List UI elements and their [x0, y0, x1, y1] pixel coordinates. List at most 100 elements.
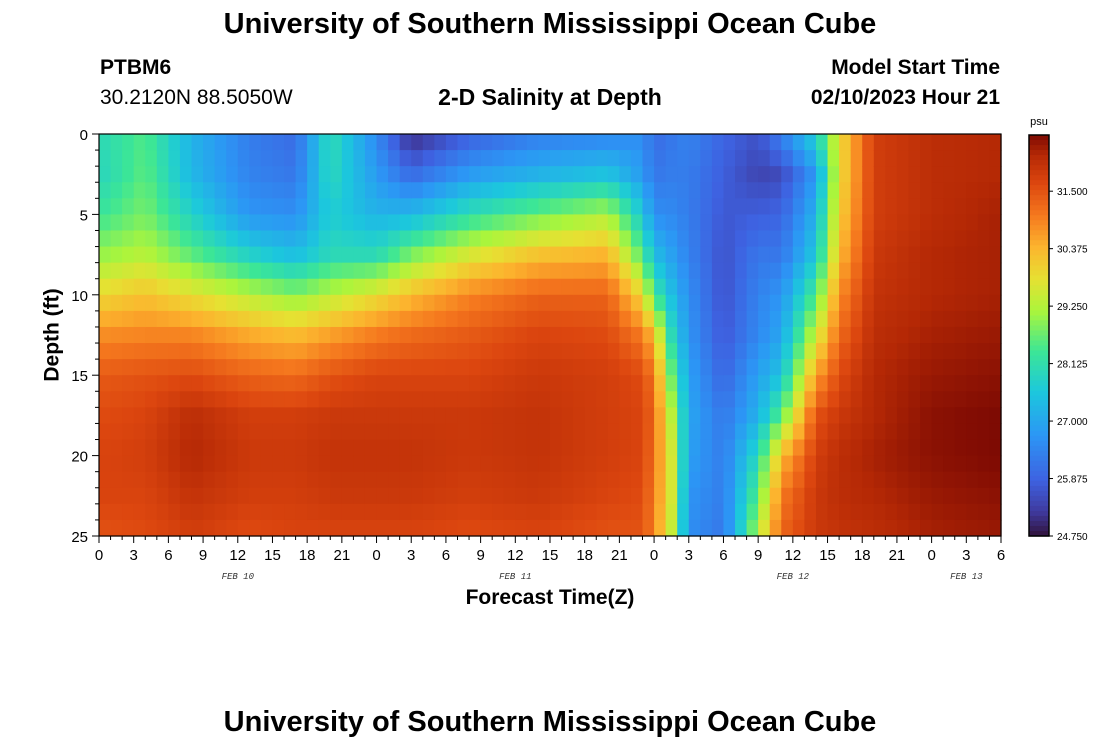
heatmap-cell	[122, 487, 135, 505]
heatmap-cell	[700, 407, 713, 425]
heatmap-cell	[885, 455, 898, 473]
x-tick-label: 12	[507, 547, 524, 564]
heatmap-cell	[711, 343, 725, 360]
heatmap-cell	[989, 471, 1002, 489]
heatmap-cell	[515, 359, 528, 376]
heatmap-cell	[700, 150, 713, 167]
heatmap-cell	[850, 214, 863, 232]
heatmap-cell	[515, 391, 528, 408]
heatmap-cell	[781, 230, 794, 248]
heatmap-cell	[827, 423, 840, 441]
heatmap-cell	[445, 198, 459, 215]
heatmap-cell	[469, 439, 482, 457]
heatmap-cell	[677, 391, 690, 408]
heatmap-cell	[920, 134, 933, 151]
heatmap-cell	[526, 471, 540, 489]
heatmap-cell	[503, 150, 516, 167]
heatmap-cell	[920, 455, 933, 473]
heatmap-cell	[804, 455, 817, 473]
heatmap-cell	[954, 134, 967, 151]
heatmap-cell	[434, 375, 447, 392]
heatmap-cell	[538, 214, 551, 232]
heatmap-cell	[677, 278, 690, 296]
x-tick-label: 3	[407, 547, 415, 564]
heatmap-cell	[735, 519, 748, 537]
heatmap-cell	[526, 391, 540, 408]
heatmap-cell	[191, 326, 204, 344]
heatmap-cell	[804, 423, 817, 441]
heatmap-cell	[896, 343, 910, 360]
heatmap-cell	[237, 359, 250, 376]
heatmap-cell	[145, 262, 158, 280]
heatmap-cell	[341, 262, 355, 280]
heatmap-cell	[179, 359, 193, 376]
heatmap-cell	[804, 471, 817, 489]
heatmap-cell	[307, 519, 320, 537]
heatmap-cell	[862, 471, 875, 489]
heatmap-cell	[341, 455, 355, 473]
heatmap-cell	[943, 407, 956, 425]
heatmap-cell	[954, 262, 967, 280]
heatmap-cell	[226, 503, 239, 521]
heatmap-cell	[943, 487, 956, 505]
heatmap-cell	[700, 230, 713, 248]
heatmap-cell	[619, 310, 632, 328]
colorbar-segment	[1029, 415, 1049, 422]
heatmap-cell	[237, 150, 250, 167]
heatmap-cell	[630, 487, 644, 505]
heatmap-cell	[469, 166, 482, 183]
heatmap-cell	[758, 343, 771, 360]
heatmap-cell	[943, 278, 956, 296]
x-tick-label: 0	[650, 547, 658, 564]
heatmap-cell	[700, 198, 713, 215]
heatmap-cell	[654, 343, 667, 360]
heatmap-cell	[596, 375, 609, 392]
heatmap-cell	[977, 423, 991, 441]
heatmap-cell	[885, 310, 898, 328]
heatmap-cell	[920, 166, 933, 183]
x-axis-label: Forecast Time(Z)	[466, 586, 635, 609]
heatmap-cell	[781, 166, 794, 183]
heatmap-cell	[966, 343, 979, 360]
heatmap-cell	[839, 246, 852, 264]
heatmap-cell	[735, 246, 748, 264]
heatmap-cell	[908, 150, 921, 167]
heatmap-cell	[573, 166, 586, 183]
heatmap-cell	[943, 294, 956, 312]
heatmap-cell	[573, 246, 586, 264]
heatmap-cell	[873, 230, 886, 248]
heatmap-cell	[758, 439, 771, 457]
heatmap-cell	[815, 359, 829, 376]
heatmap-cell	[226, 359, 239, 376]
heatmap-cell	[607, 326, 620, 344]
heatmap-cell	[214, 198, 227, 215]
heatmap-cell	[492, 503, 505, 521]
heatmap-cell	[596, 294, 609, 312]
heatmap-cell	[677, 326, 690, 344]
heatmap-cell	[110, 519, 123, 537]
heatmap-cell	[237, 198, 250, 215]
heatmap-cell	[607, 294, 620, 312]
heatmap-cell	[607, 134, 620, 151]
heatmap-cell	[630, 134, 644, 151]
heatmap-cell	[295, 134, 308, 151]
heatmap-cell	[388, 326, 401, 344]
heatmap-cell	[839, 230, 852, 248]
heatmap-cell	[711, 198, 725, 215]
heatmap-cell	[977, 198, 991, 215]
heatmap-cell	[920, 262, 933, 280]
x-tick-label: 15	[264, 547, 281, 564]
heatmap-cell	[827, 375, 840, 392]
heatmap-cell	[630, 439, 644, 457]
heatmap-cell	[781, 391, 794, 408]
heatmap-cell	[376, 230, 389, 248]
heatmap-cell	[920, 182, 933, 199]
heatmap-cell	[688, 182, 701, 199]
heatmap-cell	[457, 214, 470, 232]
heatmap-cell	[156, 150, 169, 167]
heatmap-cell	[977, 391, 991, 408]
heatmap-cell	[815, 134, 829, 151]
heatmap-cell	[584, 423, 597, 441]
heatmap-cell	[330, 503, 343, 521]
heatmap-cell	[469, 294, 482, 312]
